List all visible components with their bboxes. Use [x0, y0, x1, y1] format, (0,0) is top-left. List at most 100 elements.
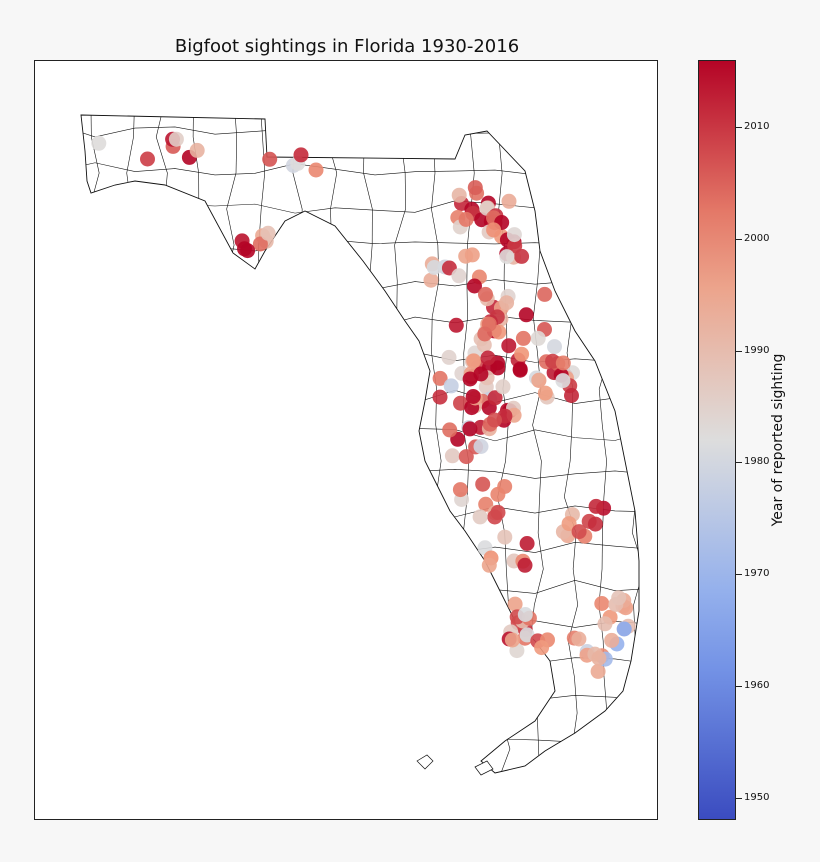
sighting-marker	[571, 524, 587, 540]
sighting-marker	[537, 385, 553, 401]
sighting-marker	[432, 370, 448, 386]
sighting-marker	[480, 350, 496, 366]
keys-island	[474, 760, 494, 776]
sighting-marker	[462, 421, 478, 437]
sighting-marker	[432, 389, 448, 405]
sighting-marker	[466, 353, 482, 369]
sighting-marker	[464, 247, 480, 263]
sighting-marker	[547, 339, 562, 355]
sighting-marker	[499, 295, 515, 311]
colorbar-tick-label: 2010	[744, 121, 770, 133]
sighting-marker	[501, 338, 517, 354]
sighting-marker	[476, 337, 492, 353]
sighting-marker	[474, 212, 490, 228]
sighting-marker	[555, 373, 571, 389]
sighting-marker	[506, 227, 522, 243]
sighting-marker	[507, 596, 523, 612]
sighting-marker	[442, 422, 458, 438]
sighting-marker	[168, 131, 184, 147]
sighting-marker	[473, 439, 489, 454]
sighting-marker	[531, 372, 547, 388]
sighting-marker	[423, 272, 439, 288]
sighting-marker	[514, 346, 530, 362]
sighting-marker	[444, 448, 460, 464]
sighting-marker	[443, 378, 459, 394]
state-outline	[80, 114, 640, 774]
sighting-marker	[564, 388, 579, 403]
sighting-marker	[478, 286, 493, 302]
sighting-marker	[260, 225, 276, 241]
sighting-marker	[462, 371, 478, 387]
sighting-marker	[481, 557, 497, 573]
sighting-marker	[507, 238, 523, 254]
colorbar-tick-label: 2000	[744, 232, 770, 244]
sighting-marker	[472, 509, 488, 525]
sighting-marker	[451, 187, 467, 203]
sighting-marker	[534, 640, 550, 656]
florida-map	[80, 114, 640, 776]
colorbar-tick	[736, 350, 742, 352]
colorbar-tick-label: 1950	[744, 791, 770, 803]
sighting-marker	[591, 650, 607, 666]
sighting-marker	[441, 349, 457, 365]
sighting-marker	[590, 663, 606, 679]
sighting-marker	[594, 596, 610, 611]
sighting-marker	[467, 180, 483, 196]
colorbar-tick	[736, 685, 742, 687]
sighting-marker	[555, 355, 571, 371]
sighting-marker	[308, 162, 324, 178]
sighting-marker	[467, 278, 482, 294]
sighting-marker	[487, 412, 502, 428]
colorbar-label: Year of reported sighting	[770, 353, 786, 527]
sighting-marker	[458, 211, 474, 227]
sighting-marker	[448, 317, 464, 333]
colorbar-tick	[736, 574, 742, 576]
sighting-marker	[293, 147, 309, 163]
colorbar-tick	[736, 127, 742, 129]
chart-title: Bigfoot sightings in Florida 1930-2016	[174, 36, 520, 57]
sighting-marker	[561, 516, 577, 532]
sighting-marker	[475, 476, 491, 492]
sighting-marker	[140, 151, 155, 167]
sighting-marker	[501, 193, 517, 209]
sighting-marker	[451, 268, 467, 284]
sighting-marker	[515, 330, 531, 346]
colorbar-tick	[736, 462, 742, 464]
colorbar-tick-label: 1980	[744, 456, 770, 468]
sighting-marker	[465, 389, 481, 404]
sighting-marker	[616, 621, 632, 637]
sighting-marker	[530, 330, 546, 346]
sighting-marker	[458, 449, 474, 465]
sighting-marker	[495, 379, 511, 395]
sighting-marker	[587, 516, 603, 532]
sighting-marker	[490, 486, 506, 502]
sighting-marker	[262, 151, 278, 167]
colorbar-tick-label: 1990	[744, 344, 770, 356]
sighting-marker	[517, 607, 533, 622]
sighting-marker	[604, 632, 620, 648]
colorbar-tick-label: 1970	[744, 568, 770, 580]
colorbar-tick	[736, 238, 742, 240]
colorbar-tick-label: 1960	[744, 679, 770, 691]
sighting-marker	[499, 249, 515, 265]
colorbar-tick	[736, 797, 742, 799]
sighting-marker	[519, 536, 535, 551]
sighting-marker	[237, 241, 252, 257]
sighting-marker	[426, 260, 442, 275]
sighting-marker	[477, 326, 493, 342]
sighting-marker	[517, 557, 533, 573]
sighting-marker	[486, 222, 502, 238]
sighting-marker	[490, 504, 506, 520]
sighting-marker	[611, 590, 627, 606]
sighting-marker	[497, 529, 513, 545]
sighting-marker	[452, 482, 468, 498]
sighting-marker	[571, 631, 587, 647]
sighting-marker	[504, 632, 520, 648]
colorbar	[698, 60, 736, 820]
sighting-marker	[537, 286, 553, 302]
sighting-marker	[487, 390, 503, 406]
keys-island	[416, 754, 434, 770]
sighting-markers	[91, 131, 636, 679]
map-frame	[34, 60, 658, 820]
sighting-marker	[597, 616, 613, 632]
